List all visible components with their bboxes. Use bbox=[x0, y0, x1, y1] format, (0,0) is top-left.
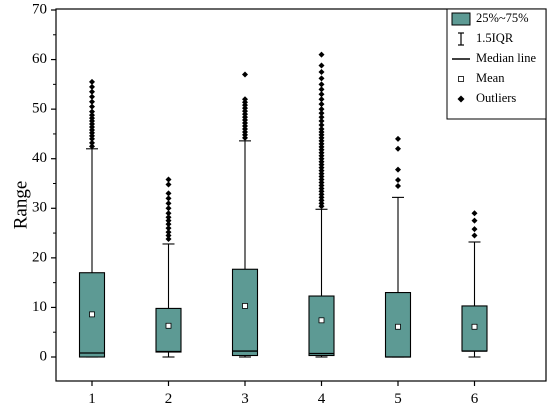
outlier-point bbox=[89, 139, 95, 146]
x-tick-label: 4 bbox=[318, 391, 326, 407]
outlier-point bbox=[165, 214, 172, 221]
outlier-point bbox=[165, 236, 172, 243]
y-tick-label: 0 bbox=[40, 348, 48, 364]
legend-label: 25%~75% bbox=[476, 11, 529, 25]
outlier-point bbox=[89, 143, 95, 150]
legend-label: 1.5IQR bbox=[476, 31, 514, 45]
mean-marker bbox=[165, 322, 172, 329]
outlier-point bbox=[242, 96, 248, 103]
y-axis-title: Range bbox=[10, 181, 31, 230]
outlier-point bbox=[165, 229, 172, 236]
outlier-point bbox=[471, 226, 478, 233]
legend-swatch-outlier bbox=[457, 95, 465, 103]
outlier-point bbox=[318, 122, 325, 129]
mean-marker bbox=[395, 323, 401, 330]
outlier-point bbox=[318, 86, 325, 93]
outlier-point bbox=[89, 88, 95, 95]
box-iqr bbox=[231, 268, 259, 357]
outlier-point bbox=[165, 195, 172, 202]
outlier-point bbox=[318, 96, 325, 103]
legend-label: Outliers bbox=[476, 91, 516, 105]
box-group bbox=[231, 71, 259, 358]
outlier-point bbox=[395, 182, 401, 189]
outlier-point bbox=[89, 112, 95, 119]
box-iqr bbox=[155, 307, 182, 353]
outlier-point bbox=[89, 98, 95, 105]
outlier-point bbox=[318, 125, 325, 132]
outlier-point bbox=[165, 200, 172, 207]
box-group bbox=[155, 176, 182, 358]
outlier-point bbox=[89, 93, 95, 100]
outlier-point bbox=[395, 145, 401, 152]
outlier-point bbox=[89, 78, 95, 85]
y-tick-label: 50 bbox=[32, 101, 47, 117]
outlier-point bbox=[165, 181, 172, 188]
y-tick-label: 40 bbox=[32, 150, 47, 166]
y-tick-label: 10 bbox=[32, 299, 47, 315]
outlier-point bbox=[318, 62, 325, 69]
x-tick-label: 6 bbox=[471, 391, 479, 407]
legend-swatch-box bbox=[451, 12, 471, 26]
legend-label: Median line bbox=[476, 51, 537, 65]
outlier-point bbox=[318, 81, 325, 88]
outlier-point bbox=[89, 108, 95, 115]
legend-label: Mean bbox=[476, 71, 505, 85]
outlier-point bbox=[318, 118, 325, 125]
mean-marker bbox=[471, 323, 478, 330]
box-iqr bbox=[308, 295, 335, 357]
x-tick-label: 2 bbox=[165, 391, 173, 407]
outlier-point bbox=[395, 166, 401, 173]
outlier-point bbox=[318, 114, 325, 121]
y-tick-label: 60 bbox=[32, 51, 47, 67]
mean-marker bbox=[89, 311, 95, 318]
mean-marker bbox=[318, 317, 325, 324]
y-tick-label: 70 bbox=[32, 1, 47, 17]
outlier-point bbox=[318, 75, 325, 82]
outlier-point bbox=[89, 83, 95, 90]
outlier-point bbox=[318, 106, 325, 113]
outlier-point bbox=[471, 210, 478, 217]
outlier-point bbox=[471, 217, 478, 224]
outlier-point bbox=[318, 51, 325, 58]
outlier-point bbox=[165, 190, 172, 197]
outlier-point bbox=[89, 103, 95, 110]
outlier-point bbox=[395, 135, 401, 142]
box-group bbox=[308, 51, 335, 358]
y-tick-label: 30 bbox=[32, 200, 47, 216]
x-tick-label: 3 bbox=[241, 391, 249, 407]
outlier-point bbox=[165, 210, 172, 217]
outlier-point bbox=[165, 232, 172, 239]
y-tick-label: 20 bbox=[32, 249, 47, 265]
outlier-point bbox=[471, 232, 478, 239]
outlier-point bbox=[318, 91, 325, 98]
outlier-point bbox=[242, 71, 248, 78]
outlier-point bbox=[165, 176, 172, 183]
plot-frame bbox=[55, 8, 547, 382]
legend-box bbox=[446, 8, 547, 120]
x-tick-label: 5 bbox=[394, 391, 402, 407]
outlier-point bbox=[395, 177, 401, 184]
box-group bbox=[384, 135, 412, 358]
outlier-point bbox=[318, 101, 325, 108]
outlier-point bbox=[165, 217, 172, 224]
x-tick-label: 1 bbox=[88, 391, 96, 407]
outlier-point bbox=[318, 110, 325, 117]
outlier-point bbox=[318, 68, 325, 75]
outlier-point bbox=[165, 205, 172, 212]
outlier-point bbox=[165, 221, 172, 228]
mean-marker bbox=[242, 303, 248, 309]
outlier-point bbox=[165, 225, 172, 232]
legend-swatch-mean bbox=[458, 76, 464, 82]
box-group bbox=[461, 210, 488, 358]
box-group bbox=[78, 78, 106, 358]
